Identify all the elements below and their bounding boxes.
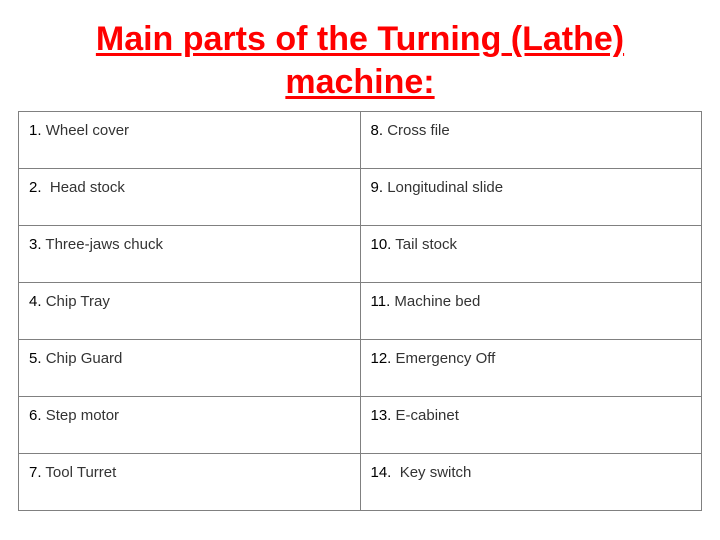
table-cell-right: 9. Longitudinal slide	[361, 169, 702, 225]
table-row: 6. Step motor 13. E-cabinet	[19, 397, 701, 454]
item-label: Chip Tray	[46, 293, 110, 310]
item-number: 12.	[371, 350, 392, 367]
item-label: E-cabinet	[396, 407, 459, 424]
item-number: 13.	[371, 407, 392, 424]
table-row: 7. Tool Turret 14. Key switch	[19, 454, 701, 510]
item-number: 11.	[371, 293, 391, 310]
item-number: 14.	[371, 464, 392, 481]
item-number: 5.	[29, 350, 42, 367]
table-cell-right: 12. Emergency Off	[361, 340, 702, 396]
item-number: 10.	[371, 236, 392, 253]
item-label: Tail stock	[395, 236, 457, 253]
item-number: 4.	[29, 293, 42, 310]
table-cell-left: 4. Chip Tray	[19, 283, 361, 339]
item-number: 8.	[371, 122, 384, 139]
parts-table: 1. Wheel cover 8. Cross file 2. Head sto…	[18, 111, 702, 511]
item-label: Cross file	[387, 122, 450, 139]
page-title: Main parts of the Turning (Lathe) machin…	[18, 18, 702, 103]
item-label: Head stock	[50, 179, 125, 196]
table-row: 4. Chip Tray 11. Machine bed	[19, 283, 701, 340]
table-cell-left: 3. Three-jaws chuck	[19, 226, 361, 282]
table-row: 5. Chip Guard 12. Emergency Off	[19, 340, 701, 397]
table-cell-left: 2. Head stock	[19, 169, 361, 225]
item-label: Machine bed	[394, 293, 480, 310]
item-label: Three-jaws chuck	[45, 236, 163, 253]
item-label: Emergency Off	[396, 350, 496, 367]
table-cell-left: 5. Chip Guard	[19, 340, 361, 396]
item-number: 9.	[371, 179, 384, 196]
item-number: 1.	[29, 122, 42, 139]
table-row: 1. Wheel cover 8. Cross file	[19, 112, 701, 169]
item-number: 2.	[29, 179, 42, 196]
item-label: Tool Turret	[45, 464, 116, 481]
item-label: Wheel cover	[46, 122, 129, 139]
table-row: 3. Three-jaws chuck 10. Tail stock	[19, 226, 701, 283]
table-cell-right: 11. Machine bed	[361, 283, 702, 339]
table-row: 2. Head stock 9. Longitudinal slide	[19, 169, 701, 226]
item-number: 6.	[29, 407, 42, 424]
table-cell-left: 6. Step motor	[19, 397, 361, 453]
item-label: Key switch	[400, 464, 472, 481]
item-number: 7.	[29, 464, 42, 481]
table-cell-right: 10. Tail stock	[361, 226, 702, 282]
item-label: Step motor	[46, 407, 119, 424]
table-cell-right: 13. E-cabinet	[361, 397, 702, 453]
item-label: Longitudinal slide	[387, 179, 503, 196]
table-cell-left: 1. Wheel cover	[19, 112, 361, 168]
table-cell-right: 8. Cross file	[361, 112, 702, 168]
item-number: 3.	[29, 236, 42, 253]
table-cell-right: 14. Key switch	[361, 454, 702, 510]
item-label: Chip Guard	[46, 350, 123, 367]
table-cell-left: 7. Tool Turret	[19, 454, 361, 510]
